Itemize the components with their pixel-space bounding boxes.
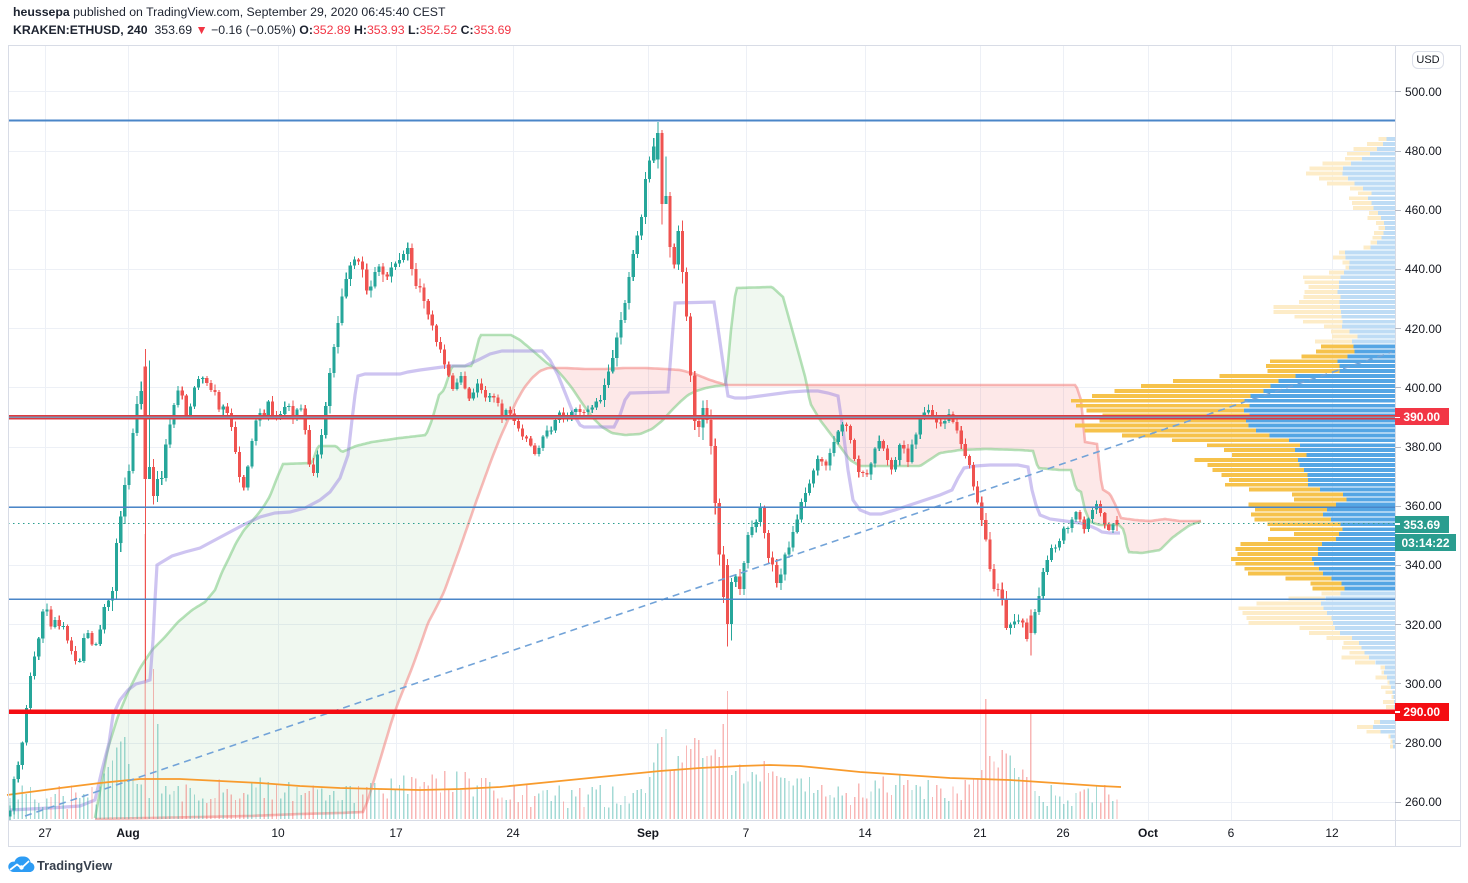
svg-text:TradingView: TradingView	[37, 858, 112, 873]
